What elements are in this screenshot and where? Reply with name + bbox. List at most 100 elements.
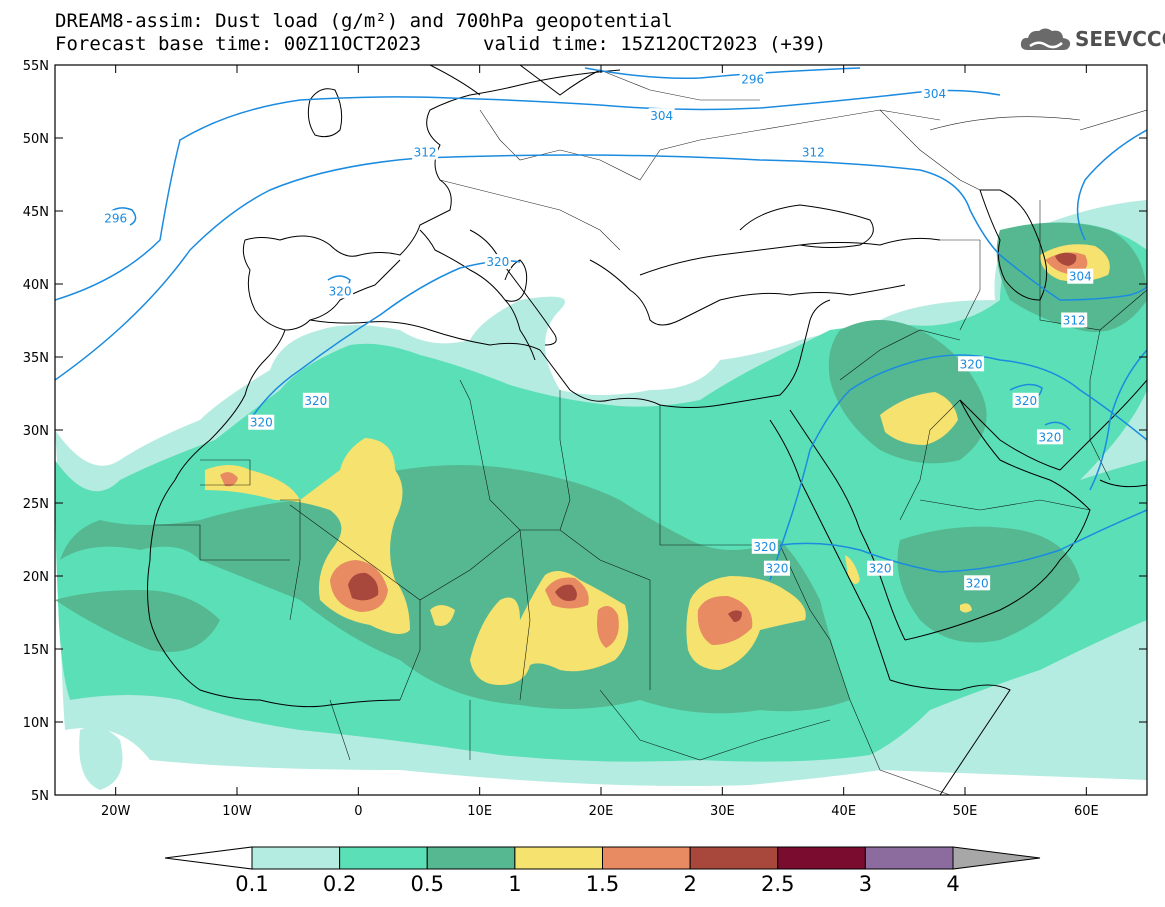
contour-label-text: 320 (1038, 430, 1061, 444)
contour-label-text: 320 (753, 540, 776, 554)
contour-label: 312 (412, 144, 439, 160)
lon-label: 20E (589, 804, 614, 819)
contour-label-box (302, 392, 329, 408)
contour-label-text: 312 (1063, 314, 1086, 328)
contour-label-box (739, 71, 766, 87)
colorbar: 0.1 0.2 0.5 1 1.5 2 2.5 3 4 (164, 846, 1041, 896)
contour-label: 296 (739, 71, 766, 87)
contour-label-box (921, 86, 948, 102)
contour-label-text: 320 (304, 394, 327, 408)
contour-label: 312 (1061, 312, 1088, 328)
valid-time: valid time: 15Z12OCT2023 (+39) (483, 33, 827, 55)
contour-label: 320 (327, 283, 354, 299)
geopotential-contours (55, 67, 1147, 581)
lat-label: 30N (23, 424, 49, 439)
colorbar-level-label: 0.1 (235, 872, 268, 896)
lat-label: 40N (23, 278, 49, 293)
contour-label-box (867, 560, 894, 576)
cloud-logo-icon (1020, 28, 1071, 50)
contour-label-text: 320 (486, 255, 509, 269)
contour-label-box (1067, 268, 1094, 284)
contour-label-box (484, 254, 511, 270)
lat-label: 10N (23, 716, 49, 731)
lat-label: 45N (23, 205, 49, 220)
contour-label-box (763, 560, 790, 576)
colorbar-swatch (689, 846, 779, 870)
map-area: 296 296 304 304 312 312 312 304 320 320 320 320 320 3… (55, 65, 1147, 795)
colorbar-min-triangle (164, 846, 253, 870)
contour-label: 312 (800, 144, 827, 160)
lon-label: 20W (101, 804, 131, 819)
contour-label-box (751, 538, 778, 554)
colorbar-level-label: 1 (508, 872, 521, 896)
contour-label: 304 (921, 86, 948, 102)
contour-label: 320 (763, 560, 790, 576)
contour-label-box (800, 144, 827, 160)
lon-label: 40E (831, 804, 856, 819)
contour-labels: 296 296 304 304 312 312 312 304 320 320 320 320 320 3… (102, 71, 1094, 591)
lat-axis: 55N 50N 45N 40N 35N 30N 25N 20N 15N 10N 5N (23, 59, 1147, 804)
colorbar-level-label: 2 (683, 872, 696, 896)
lat-label: 25N (23, 497, 49, 512)
contour-label-text: 304 (923, 87, 946, 101)
contour-label-text: 320 (966, 576, 989, 590)
contour-label-box (248, 414, 275, 430)
colorbar-swatch (426, 846, 516, 870)
lat-label: 20N (23, 570, 49, 585)
contour-label-text: 296 (104, 211, 127, 225)
contour-label-text: 320 (869, 562, 892, 576)
contour-label-text: 320 (250, 416, 273, 430)
country-borders (155, 69, 1147, 795)
colorbar-level-label: 3 (859, 872, 872, 896)
contour-label-text: 320 (960, 357, 983, 371)
lon-label: 50E (953, 804, 978, 819)
lat-label: 55N (23, 59, 49, 74)
lon-label: 10W (222, 804, 252, 819)
contour-label-text: 304 (1069, 270, 1092, 284)
colorbar-swatch (514, 846, 603, 870)
contour-label: 320 (964, 575, 991, 591)
lat-label: 5N (31, 789, 49, 804)
colorbar-swatch (251, 846, 341, 870)
colorbar-swatch (602, 846, 691, 870)
contour-label-box (958, 356, 985, 372)
contour-label-text: 312 (414, 146, 437, 160)
contour-label: 320 (302, 392, 329, 408)
forecast-base-time: Forecast base time: 00Z11OCT2023 (55, 33, 422, 55)
contour-label-box (327, 283, 354, 299)
colorbar-swatch (864, 846, 954, 870)
contour-label-text: 312 (802, 146, 825, 160)
contour-label: 320 (484, 254, 511, 270)
contour-label-box (648, 108, 675, 124)
contour-label-box (1061, 312, 1088, 328)
contour-label-text: 304 (650, 109, 673, 123)
contour-label-box (412, 144, 439, 160)
colorbar-level-label: 4 (946, 872, 959, 896)
lat-label: 50N (23, 132, 49, 147)
contour-label: 320 (1036, 429, 1063, 445)
contour-label: 304 (1067, 268, 1094, 284)
dust-level-2 (348, 252, 1077, 622)
contour-label: 320 (751, 538, 778, 554)
contour-label-box (964, 575, 991, 591)
contour-label-text: 320 (765, 562, 788, 576)
contour-label: 304 (648, 108, 675, 124)
lat-label: 35N (23, 351, 49, 366)
colorbar-level-label: 0.2 (323, 872, 356, 896)
contour-label: 320 (867, 560, 894, 576)
contour-label-box (1012, 392, 1039, 408)
colorbar-level-label: 0.5 (411, 872, 444, 896)
colorbar-level-label: 1.5 (586, 872, 619, 896)
contour-label-text: 320 (329, 284, 352, 298)
lon-label: 0 (354, 804, 362, 819)
contour-label: 320 (248, 414, 275, 430)
contour-label: 320 (958, 356, 985, 372)
lon-axis: 20W 10W 0 10E 20E 30E 40E 50E 60E (101, 65, 1099, 819)
contour-label-box (102, 210, 129, 226)
colorbar-level-label: 2.5 (761, 872, 794, 896)
lon-label: 10E (467, 804, 492, 819)
logo-text: SEEVCCC (1075, 27, 1165, 51)
contour-label: 320 (1012, 392, 1039, 408)
contour-label-box (1036, 429, 1063, 445)
